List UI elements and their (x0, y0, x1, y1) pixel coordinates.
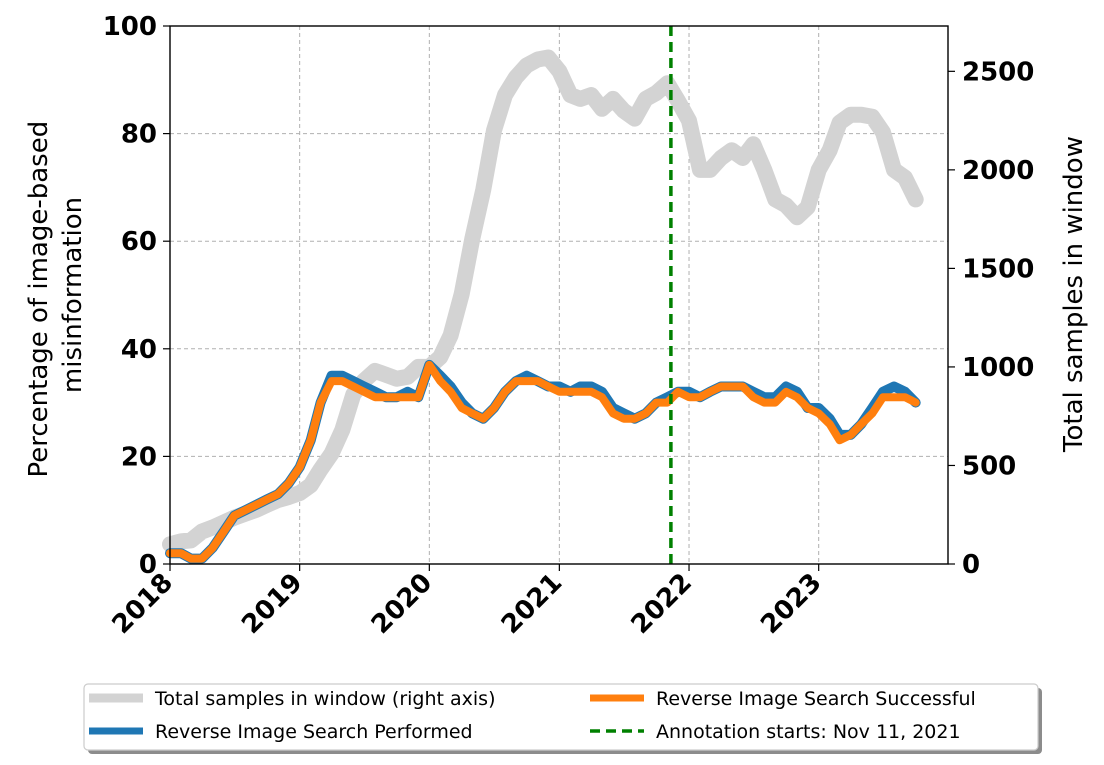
legend-label-total: Total samples in window (right axis) (154, 688, 496, 710)
legend-label-annotation: Annotation starts: Nov 11, 2021 (656, 721, 961, 743)
series-line-total (162, 49, 924, 553)
y2-tick-label-0: 0 (962, 550, 980, 580)
x-tick-label-3: 2021 (496, 568, 568, 640)
series-line-successful (166, 360, 920, 563)
legend-label-performed: Reverse Image Search Performed (155, 721, 473, 743)
legend-label-successful: Reverse Image Search Successful (656, 688, 976, 710)
x-tick-label-1: 2019 (236, 568, 308, 640)
x-tick-label-4: 2022 (626, 568, 698, 640)
x-ticks: 2018 2019 2020 2021 2022 2023 (107, 564, 828, 640)
y2-tick-label-5: 2500 (962, 57, 1034, 87)
x-tick-label-5: 2023 (755, 568, 827, 640)
y2-axis-label: Total samples in window (1059, 136, 1089, 453)
x-tick-label-2: 2020 (366, 568, 438, 640)
y-tick-label-4: 80 (121, 120, 157, 150)
y-tick-label-2: 40 (121, 335, 157, 365)
y2-tick-label-2: 1000 (962, 353, 1034, 383)
series-line-performed (165, 359, 921, 564)
plot-area (162, 26, 924, 564)
legend: Total samples in window (right axis) Rev… (83, 683, 1042, 754)
legend-box (83, 683, 1039, 751)
y2-tick-label-1: 500 (962, 451, 1016, 481)
y-tick-label-3: 60 (121, 227, 157, 257)
y-axis-label-line-2: misinformation (58, 197, 88, 393)
y-axis-label: Percentage of image-based misinformation (24, 113, 88, 478)
y-tick-label-5: 100 (103, 12, 157, 42)
y2-tick-label-3: 1500 (962, 254, 1034, 284)
y-tick-label-1: 20 (121, 442, 157, 472)
y2-tick-label-4: 2000 (962, 156, 1034, 186)
right-y-ticks: 0 500 1000 1500 2000 2500 (948, 57, 1034, 580)
left-y-ticks: 0 20 40 60 80 100 (103, 12, 170, 580)
y-axis-label-line-1: Percentage of image-based (24, 121, 54, 478)
y-tick-label-0: 0 (139, 550, 157, 580)
